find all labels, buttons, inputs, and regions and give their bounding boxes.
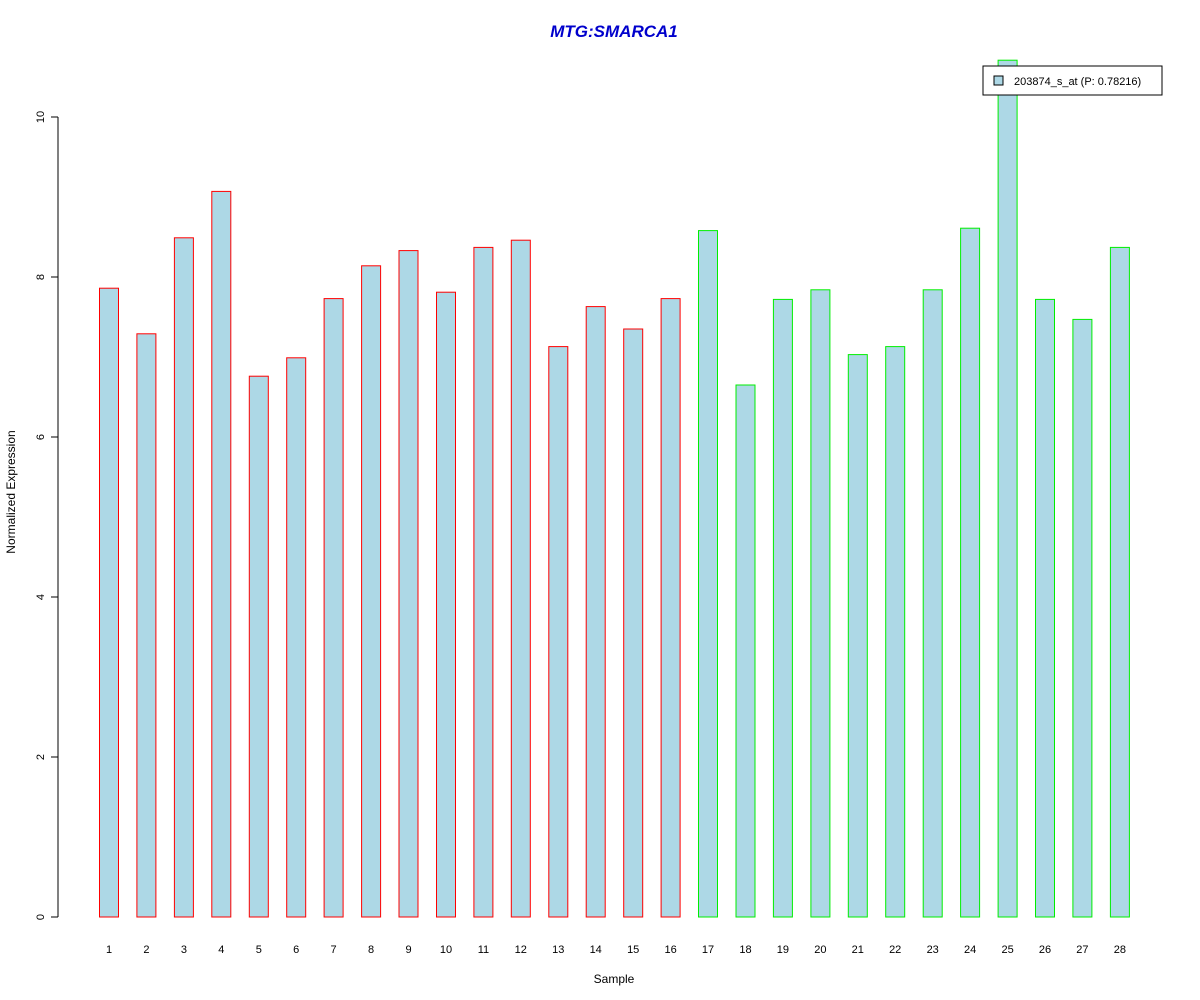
x-tick-label: 22 xyxy=(889,944,901,956)
bars-group xyxy=(99,59,1130,918)
bar-sample-25 xyxy=(997,59,1018,918)
y-tick-label: 0 xyxy=(35,914,47,920)
x-tick-label: 27 xyxy=(1076,944,1088,956)
bar-sample-22 xyxy=(885,346,906,918)
bar-sample-10 xyxy=(436,291,456,918)
bar-sample-15 xyxy=(623,328,644,918)
x-tick-label: 24 xyxy=(964,944,976,956)
x-tick-label: 6 xyxy=(293,944,299,956)
x-tick-label: 3 xyxy=(181,944,187,956)
bar-sample-18 xyxy=(735,384,756,918)
bar-sample-11 xyxy=(473,246,494,918)
x-tick-label: 15 xyxy=(627,944,639,956)
bar-sample-17 xyxy=(698,230,718,918)
x-tick-label: 28 xyxy=(1114,944,1126,956)
x-tick-label: 5 xyxy=(256,944,262,956)
bar-sample-23 xyxy=(922,289,943,918)
y-tick-label: 2 xyxy=(35,754,47,760)
x-tick-label: 11 xyxy=(478,944,489,956)
x-tick-label: 13 xyxy=(552,944,564,956)
bar-sample-3 xyxy=(173,237,194,918)
bar-sample-8 xyxy=(361,265,382,918)
x-tick-label: 1 xyxy=(106,944,112,956)
bar-sample-26 xyxy=(1035,298,1055,918)
bar-sample-4 xyxy=(211,190,232,918)
bar-sample-13 xyxy=(548,346,569,918)
chart-title: MTG:SMARCA1 xyxy=(550,22,678,41)
legend-box xyxy=(982,65,1163,96)
x-tick-label: 2 xyxy=(143,944,149,956)
bar-sample-12 xyxy=(510,239,531,918)
y-axis: 0 2 4 6 8 10 xyxy=(35,111,59,920)
x-tick-label: 21 xyxy=(852,944,864,956)
x-tick-label: 7 xyxy=(331,944,337,956)
legend: 203874_s_at (P: 0.78216) xyxy=(982,65,1163,96)
y-tick-label: 8 xyxy=(35,274,47,280)
x-tick-label: 8 xyxy=(368,944,374,956)
bar-sample-20 xyxy=(810,289,831,918)
bar-sample-5 xyxy=(248,375,269,918)
x-tick-label: 17 xyxy=(702,944,714,956)
y-tick-label: 10 xyxy=(35,111,47,123)
bar-sample-28 xyxy=(1109,246,1130,918)
bar-sample-19 xyxy=(772,298,793,918)
x-tick-label: 19 xyxy=(777,944,789,956)
bar-sample-27 xyxy=(1072,318,1093,918)
x-tick-label: 26 xyxy=(1039,944,1051,956)
bar-sample-1 xyxy=(99,287,119,918)
bar-sample-9 xyxy=(398,250,419,918)
x-tick-label: 10 xyxy=(440,944,452,956)
legend-label: 203874_s_at (P: 0.78216) xyxy=(1014,76,1141,88)
bar-sample-7 xyxy=(323,298,344,918)
x-axis-label: Sample xyxy=(594,972,635,986)
x-tick-label: 18 xyxy=(739,944,751,956)
bar-sample-16 xyxy=(660,298,681,918)
bar-sample-14 xyxy=(585,306,606,918)
x-tick-label: 14 xyxy=(590,944,602,956)
bar-sample-6 xyxy=(286,357,307,918)
x-tick-label: 4 xyxy=(218,944,224,956)
legend-swatch xyxy=(993,75,1004,86)
x-tick-labels: 1 2 3 4 5 6 7 8 9 10 11 12 13 14 15 16 17 18 19 20 21 22 23 24 2… xyxy=(106,944,1126,956)
x-tick-label: 9 xyxy=(405,944,411,956)
y-axis-label: Normalized Expression xyxy=(4,430,18,553)
x-tick-label: 20 xyxy=(814,944,826,956)
y-tick-label: 6 xyxy=(35,434,47,440)
x-tick-label: 25 xyxy=(1001,944,1013,956)
bar-sample-21 xyxy=(847,354,868,918)
x-tick-label: 12 xyxy=(515,944,527,956)
y-tick-label: 4 xyxy=(35,594,47,600)
x-tick-label: 16 xyxy=(664,944,676,956)
bar-sample-24 xyxy=(960,227,981,918)
bar-sample-2 xyxy=(136,333,157,918)
x-tick-label: 23 xyxy=(927,944,939,956)
